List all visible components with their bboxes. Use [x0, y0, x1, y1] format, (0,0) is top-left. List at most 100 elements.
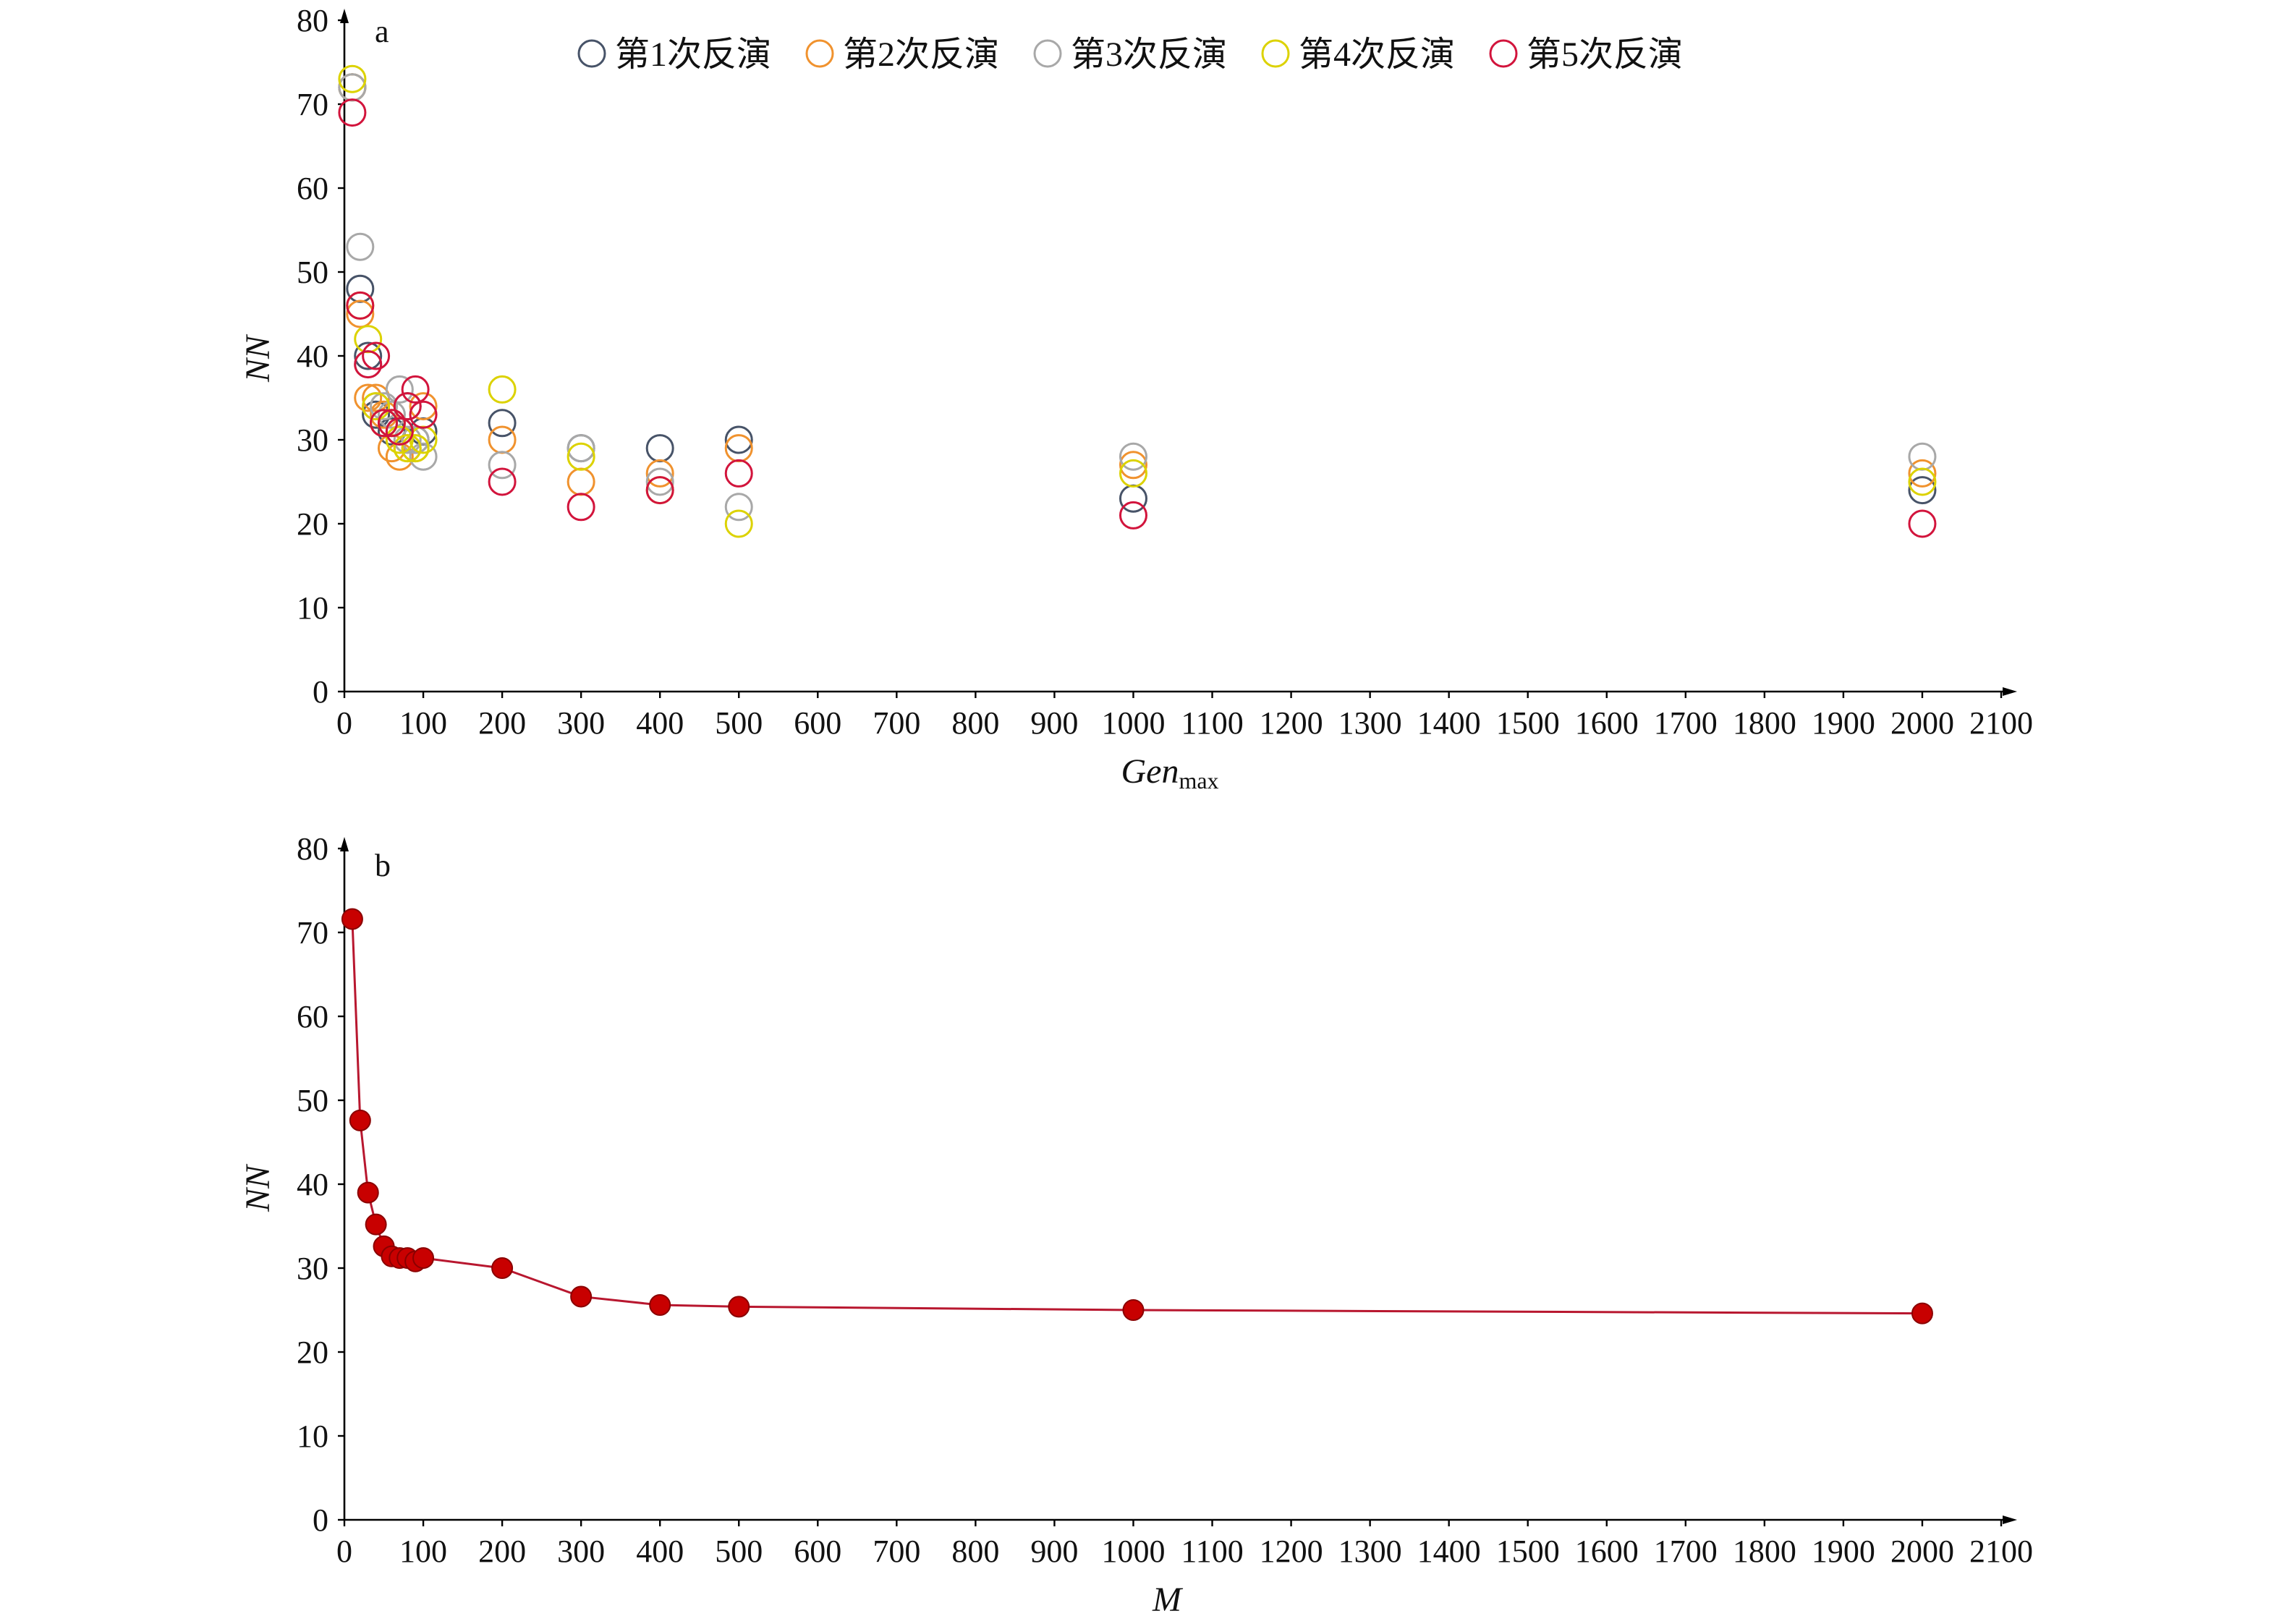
- x-tick-label: 1000: [1101, 1534, 1165, 1569]
- x-tick-label: 600: [794, 705, 841, 741]
- x-tick-label: 2000: [1890, 1534, 1954, 1569]
- x-tick-label: 1200: [1260, 1534, 1323, 1569]
- legend: 第1次反演 第2次反演 第3次反演 第4次反演 第5次反演: [577, 35, 1683, 74]
- x-tick-label: 1000: [1101, 705, 1165, 741]
- y-tick-label: 30: [297, 422, 328, 458]
- series-5-point: [338, 98, 367, 127]
- legend-label: 第1次反演: [615, 35, 771, 74]
- legend-item: 第3次反演: [1033, 35, 1227, 74]
- y-tick-label: 0: [313, 674, 328, 710]
- series-point: [1122, 1299, 1145, 1321]
- series-1-point: [1908, 476, 1937, 505]
- panel-label-a: a: [375, 14, 389, 49]
- series-5-point: [724, 459, 753, 488]
- legend-item: 第2次反演: [805, 35, 999, 74]
- x-axis-title: Genmax: [1121, 752, 1218, 794]
- series-3-point: [724, 493, 753, 522]
- x-axis-arrow: [2003, 687, 2017, 696]
- legend-item: 第4次反演: [1261, 35, 1455, 74]
- series-4-point: [401, 434, 430, 463]
- series-1-point: [354, 341, 383, 370]
- series-3-point: [566, 434, 595, 463]
- x-tick-label: 1900: [1812, 705, 1875, 741]
- y-tick-label: 40: [297, 339, 328, 374]
- series-3-point: [488, 451, 517, 480]
- y-tick-label: 50: [297, 255, 328, 290]
- y-tick-label: 0: [313, 1502, 328, 1538]
- legend-marker: [1489, 39, 1518, 68]
- x-tick-label: 1200: [1260, 705, 1323, 741]
- series-4-point: [724, 509, 753, 538]
- x-axis-arrow: [2003, 1515, 2017, 1524]
- series-2-point: [354, 383, 383, 412]
- plot-area: [341, 908, 1933, 1325]
- x-tick-label: 100: [399, 1534, 447, 1569]
- y-tick-label: 60: [297, 171, 328, 206]
- panel-label-b: b: [375, 848, 391, 883]
- y-tick-label: 50: [297, 1083, 328, 1118]
- y-tick-label: 20: [297, 506, 328, 542]
- series-5-point: [566, 493, 595, 522]
- x-tick-label: 500: [715, 705, 763, 741]
- series-4-point: [385, 425, 414, 454]
- y-tick-label: 40: [297, 1167, 328, 1202]
- series-4-point: [393, 434, 422, 463]
- x-tick-label: 1500: [1496, 705, 1560, 741]
- series-4-point: [488, 375, 517, 404]
- legend-label: 第5次反演: [1527, 35, 1683, 74]
- series-4-point: [1119, 459, 1147, 488]
- x-axis-title-subscript: max: [1179, 768, 1218, 794]
- series-5-point: [1119, 501, 1147, 530]
- x-tick-label: 1500: [1496, 1534, 1560, 1569]
- x-tick-label: 400: [636, 705, 684, 741]
- series-point: [357, 1181, 379, 1204]
- series-5-point: [354, 350, 383, 379]
- y-tick-label: 60: [297, 999, 328, 1034]
- x-tick-label: 1700: [1654, 705, 1718, 741]
- y-tick-label: 10: [297, 590, 328, 626]
- x-tick-label: 400: [636, 1534, 684, 1569]
- series-point: [341, 908, 363, 930]
- series-4-point: [362, 392, 391, 421]
- x-tick-label: 700: [873, 705, 920, 741]
- y-tick-label: 70: [297, 87, 328, 122]
- x-tick-label: 700: [873, 1534, 920, 1569]
- x-tick-label: 2100: [1969, 1534, 2033, 1569]
- y-tick-label: 70: [297, 915, 328, 951]
- series-5-point: [488, 467, 517, 496]
- x-tick-label: 1600: [1575, 705, 1639, 741]
- series-3-point: [377, 400, 406, 429]
- x-tick-label: 1900: [1812, 1534, 1875, 1569]
- x-tick-label: 100: [399, 705, 447, 741]
- x-tick-label: 800: [951, 1534, 999, 1569]
- x-tick-label: 1400: [1417, 1534, 1481, 1569]
- plot-area: [338, 64, 1937, 538]
- series-2-point: [409, 392, 438, 421]
- series-5-point: [393, 392, 422, 421]
- series-3-point: [393, 425, 422, 454]
- legend-marker: [805, 39, 834, 68]
- series-5-point: [401, 375, 430, 404]
- series-3-point: [370, 392, 399, 421]
- x-tick-label: 300: [557, 705, 605, 741]
- series-3-point: [645, 467, 674, 496]
- panel-a-chart: a Genmax NN 第1次反演 第2次反演 第3次反演 第4次反演 第5次反演 0 1…: [239, 3, 2033, 794]
- x-tick-label: 2000: [1890, 705, 1954, 741]
- series-2-point: [645, 459, 674, 488]
- legend-marker: [1261, 39, 1290, 68]
- x-tick-label: 0: [336, 705, 352, 741]
- series-point: [570, 1285, 593, 1308]
- x-tick-label: 1300: [1338, 705, 1402, 741]
- panel-b-chart: b M NN 0 100 200 300 400 500 600 700 800 900 1000 1…: [239, 831, 2033, 1619]
- series-point: [728, 1296, 750, 1318]
- x-tick-label: 2100: [1969, 705, 2033, 741]
- series-1-point: [488, 409, 517, 438]
- x-tick-label: 800: [951, 705, 999, 741]
- y-axis-title: NN: [239, 333, 277, 383]
- series-2-point: [346, 299, 375, 328]
- series-1-point: [362, 400, 391, 429]
- series-1-point: [724, 425, 753, 454]
- series-5-point: [377, 409, 406, 438]
